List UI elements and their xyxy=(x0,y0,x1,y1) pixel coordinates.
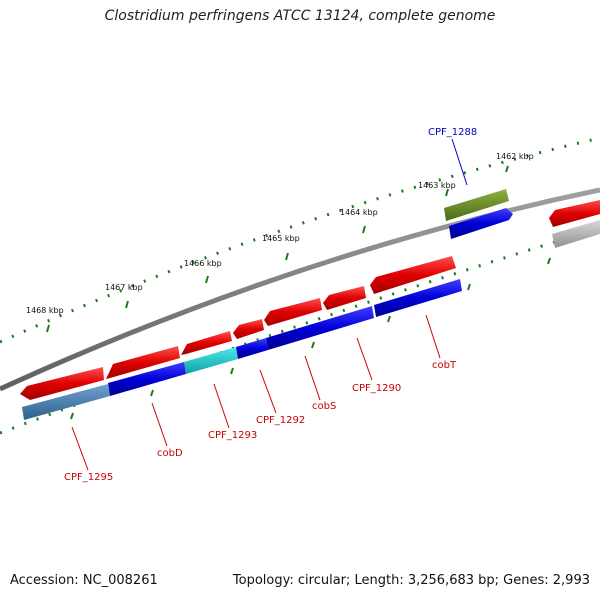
major-ticks xyxy=(46,165,551,420)
gene-arrow[interactable] xyxy=(106,346,180,379)
kbp-label: 1465 kbp xyxy=(262,234,300,243)
genome-summary-text: Topology: circular; Length: 3,256,683 bp… xyxy=(232,573,590,588)
gene-box[interactable] xyxy=(22,384,110,420)
gene-box[interactable] xyxy=(374,279,462,317)
gene-arrow[interactable] xyxy=(20,367,104,400)
gene-arrow[interactable] xyxy=(181,331,232,355)
gene-box[interactable] xyxy=(184,347,238,374)
forward-strand xyxy=(20,200,600,400)
gene-arrow[interactable] xyxy=(323,286,366,310)
gene-label-cpf1290[interactable]: CPF_1290 xyxy=(352,383,401,394)
outer-tick-ring xyxy=(0,136,600,344)
gene-box[interactable] xyxy=(266,306,374,350)
gene-label-cpf1288[interactable]: CPF_1288 xyxy=(428,127,477,138)
gene-label-cobt[interactable]: cobT xyxy=(432,360,457,371)
gene-label-cpf1293[interactable]: CPF_1293 xyxy=(208,430,257,441)
kbp-label: 1468 kbp xyxy=(26,306,64,315)
gene-label-cobd[interactable]: cobD xyxy=(157,448,183,459)
gene-arrow[interactable] xyxy=(233,319,264,339)
gene-box[interactable] xyxy=(444,189,509,221)
label-leaders xyxy=(71,138,468,471)
gene-arrow[interactable] xyxy=(370,256,456,294)
gene-box[interactable] xyxy=(552,220,600,248)
gene-arrow[interactable] xyxy=(449,208,513,239)
kbp-label: 1463 kbp xyxy=(418,181,456,190)
gene-label-cpf1292[interactable]: CPF_1292 xyxy=(256,415,305,426)
kbp-label: 1467 kbp xyxy=(105,283,143,292)
gene-label-cobs[interactable]: cobS xyxy=(312,401,336,412)
genome-backbone xyxy=(0,187,600,392)
gene-arrow[interactable] xyxy=(549,200,600,227)
reverse-strand xyxy=(22,189,600,420)
gene-label-cpf1295[interactable]: CPF_1295 xyxy=(64,472,113,483)
gene-box[interactable] xyxy=(236,338,268,359)
accession-text: Accession: NC_008261 xyxy=(10,573,158,588)
gene-arrow[interactable] xyxy=(264,298,322,326)
map-title: Clostridium perfringens ATCC 13124, comp… xyxy=(104,8,496,24)
kbp-label: 1464 kbp xyxy=(340,208,378,217)
gene-box[interactable] xyxy=(108,362,186,396)
kbp-label: 1462 kbp xyxy=(496,152,534,161)
kbp-label: 1466 kbp xyxy=(184,259,222,268)
